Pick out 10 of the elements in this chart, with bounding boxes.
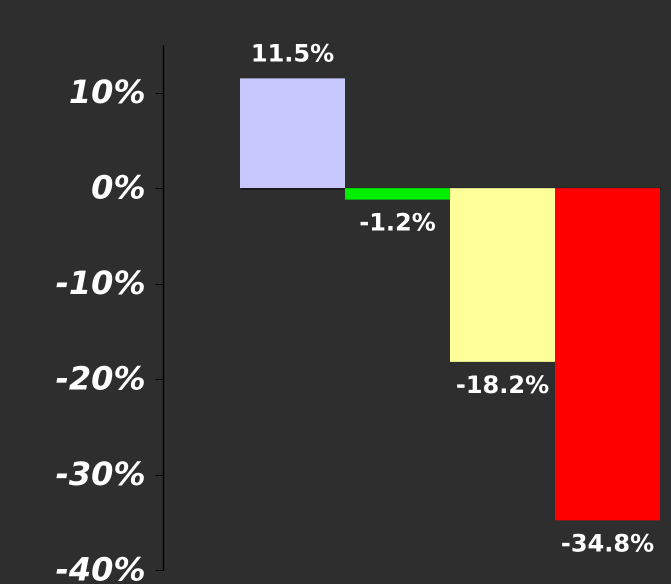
data-label: 11.5% [250, 39, 334, 68]
y-tick-label: 0% [91, 168, 146, 207]
y-tick-label: 10% [68, 73, 146, 112]
y-tick-label: -30% [56, 455, 146, 494]
y-tick-label: -10% [56, 264, 146, 302]
data-label: -1.2% [359, 208, 436, 237]
data-label: -18.2% [456, 370, 550, 399]
y-tick-label: -20% [56, 360, 146, 398]
y-tick-label: -40% [56, 550, 146, 584]
data-label: -34.8% [560, 529, 654, 558]
